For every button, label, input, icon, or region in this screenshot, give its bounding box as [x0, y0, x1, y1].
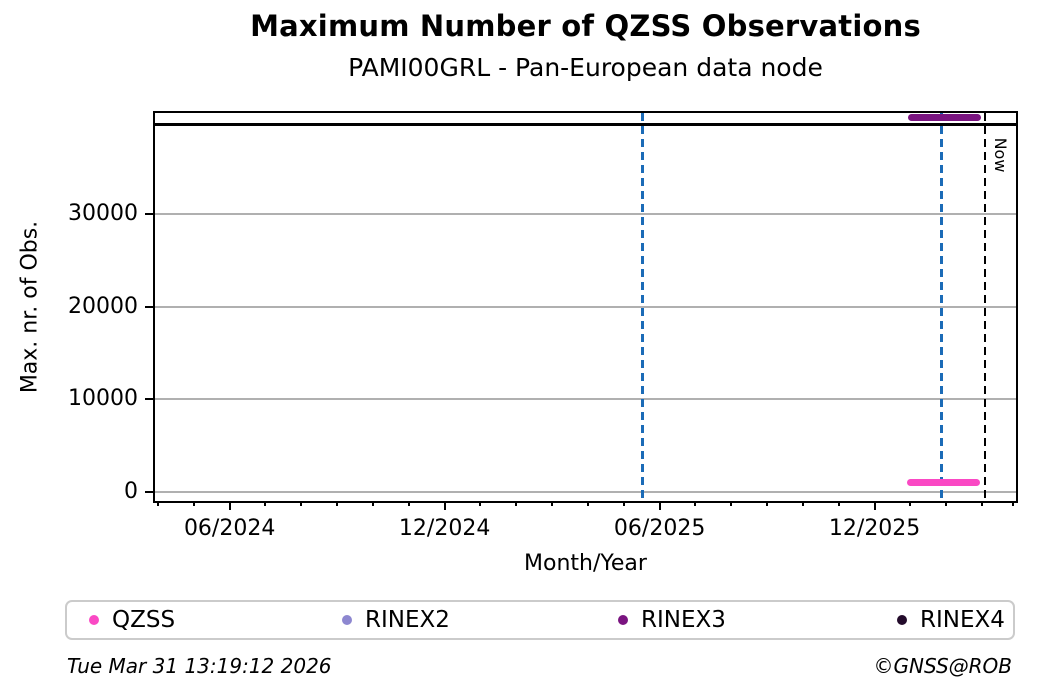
legend-label: RINEX3 — [641, 606, 726, 633]
x-tick-minor — [981, 501, 984, 506]
max-observations-line — [155, 122, 1016, 126]
y-gridline — [155, 212, 1016, 215]
y-gridline — [155, 305, 1016, 308]
legend: QZSS RINEX2 RINEX3 RINEX4 — [65, 600, 1015, 640]
credit-label: ©GNSS@ROB — [873, 654, 1013, 678]
event-line — [939, 113, 943, 501]
y-gridline — [155, 398, 1016, 401]
qzss-marker-icon — [89, 615, 99, 625]
y-tick-label: 0 — [124, 478, 138, 504]
x-tick-major — [873, 501, 876, 510]
legend-label: RINEX2 — [365, 606, 450, 633]
legend-label: QZSS — [112, 606, 176, 633]
y-tick-label: 20000 — [68, 293, 138, 319]
rinex4-marker-icon — [897, 615, 907, 625]
plot-timestamp: Tue Mar 31 13:19:12 2026 — [67, 654, 332, 678]
x-tick-major — [658, 501, 661, 510]
event-line — [641, 113, 645, 501]
y-tick-label: 30000 — [68, 200, 138, 226]
x-axis-label: Month/Year — [524, 551, 647, 576]
series-segment-qzss — [906, 478, 980, 486]
x-tick-major — [228, 501, 231, 510]
now-label: Now — [991, 137, 1011, 173]
x-tick-label: 12/2024 — [398, 516, 491, 541]
x-tick-minor — [551, 501, 554, 506]
x-tick-minor — [264, 501, 267, 506]
now-line — [983, 113, 987, 501]
x-tick-minor — [622, 501, 625, 506]
x-tick-minor — [192, 501, 195, 506]
x-tick-minor — [586, 501, 589, 506]
x-tick-minor — [515, 501, 518, 506]
legend-label: RINEX4 — [920, 606, 1005, 633]
y-tick-mark — [145, 305, 154, 308]
x-tick-minor — [1011, 501, 1014, 506]
x-tick-minor — [157, 501, 159, 506]
chart-title: Maximum Number of QZSS Observations — [250, 9, 921, 43]
x-tick-minor — [694, 501, 697, 506]
legend-item-qzss: QZSS — [89, 602, 175, 638]
rinex2-marker-icon — [342, 615, 352, 625]
x-tick-minor — [300, 501, 303, 506]
x-tick-label: 12/2025 — [828, 516, 921, 541]
y-tick-mark — [145, 398, 154, 401]
y-tick-mark — [145, 490, 154, 493]
x-tick-minor — [372, 501, 374, 506]
x-tick-label: 06/2024 — [183, 516, 276, 541]
x-tick-label: 06/2025 — [613, 516, 706, 541]
series-segment-rinex3 — [907, 114, 981, 122]
y-tick-mark — [145, 212, 154, 215]
legend-item-rinex2: RINEX2 — [342, 602, 450, 638]
x-tick-minor — [945, 501, 948, 506]
chart-subtitle: PAMI00GRL - Pan-European data node — [348, 53, 823, 82]
y-gridline — [155, 490, 1016, 493]
x-tick-minor — [407, 501, 410, 506]
x-tick-minor — [801, 501, 804, 506]
legend-item-rinex4: RINEX4 — [897, 602, 1005, 638]
y-axis-label: Max. nr. of Obs. — [17, 220, 43, 394]
x-tick-minor — [766, 501, 769, 506]
legend-item-rinex3: RINEX3 — [618, 602, 726, 638]
x-tick-minor — [730, 501, 733, 506]
x-tick-minor — [336, 501, 339, 506]
plot-area: Month/Year 0 10000 20000 30000 06/2024 12/202… — [68, 111, 1018, 576]
x-tick-minor — [837, 501, 840, 506]
x-tick-minor — [479, 501, 482, 506]
x-tick-minor — [909, 501, 912, 506]
y-tick-label: 10000 — [68, 386, 138, 412]
rinex3-marker-icon — [618, 615, 628, 625]
x-tick-major — [443, 501, 446, 510]
